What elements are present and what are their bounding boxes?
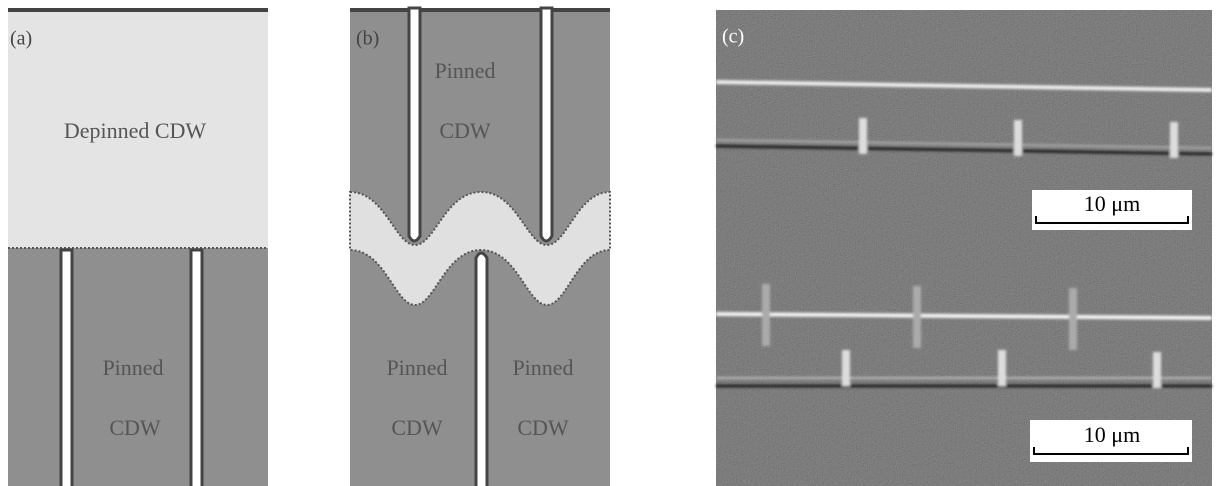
- post: [842, 350, 850, 386]
- figure: (a) Depinned CDW Pinned CDW (b) Pinned C…: [0, 0, 1220, 486]
- region-label: CDW: [439, 118, 491, 143]
- scale-bar: 10 μm: [1032, 190, 1192, 230]
- post: [1069, 288, 1077, 350]
- region-label: CDW: [391, 415, 443, 440]
- scale-label: 10 μm: [1084, 422, 1140, 447]
- scale-label: 10 μm: [1084, 191, 1140, 216]
- region-label: Pinned: [102, 355, 163, 380]
- region-label: Depinned CDW: [64, 118, 207, 143]
- panel-c: (c) 10 μm 10 μm: [716, 10, 1212, 486]
- region-label: CDW: [109, 415, 161, 440]
- post: [1014, 120, 1022, 156]
- scale-bar: 10 μm: [1030, 420, 1192, 462]
- panel-label: (b): [356, 28, 379, 50]
- post: [913, 286, 921, 348]
- panel-a: (a) Depinned CDW Pinned CDW: [8, 8, 268, 486]
- post: [762, 284, 770, 346]
- slit: [409, 8, 420, 241]
- region-label: Pinned: [434, 58, 495, 83]
- post: [1153, 352, 1161, 388]
- slit: [541, 8, 552, 241]
- post: [1170, 122, 1178, 158]
- post: [859, 118, 867, 154]
- slit: [191, 250, 202, 486]
- slit: [61, 250, 72, 486]
- slit: [476, 253, 487, 486]
- region-label: CDW: [517, 415, 569, 440]
- panel-label: (a): [10, 28, 32, 50]
- panel-b: (b) Pinned CDW Pinned CDW Pinned CDW: [350, 8, 610, 486]
- region-label: Pinned: [386, 355, 447, 380]
- region-label: Pinned: [512, 355, 573, 380]
- post: [998, 350, 1006, 386]
- panel-label: (c): [722, 26, 744, 48]
